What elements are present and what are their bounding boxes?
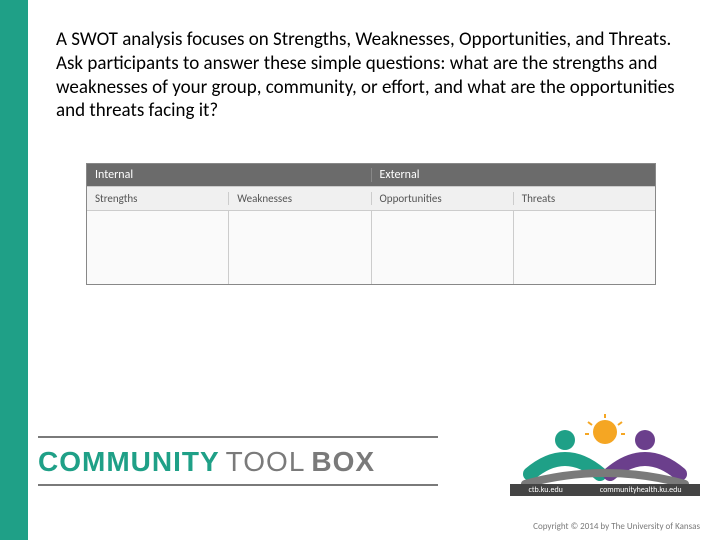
sub-threats: Threats	[514, 192, 655, 205]
swot-table: Internal External Strengths Weaknesses O…	[86, 163, 656, 285]
body-text: A SWOT analysis focuses on Strengths, We…	[56, 28, 676, 123]
main-content: A SWOT analysis focuses on Strengths, We…	[56, 28, 676, 285]
brand-tool: TOOL	[226, 446, 306, 478]
sub-strengths: Strengths	[87, 192, 229, 205]
brand-rule-bot	[38, 484, 438, 486]
sub-weaknesses: Weaknesses	[229, 192, 371, 205]
copyright-text: Copyright © 2014 by The University of Ka…	[533, 521, 700, 532]
body-weaknesses	[229, 210, 371, 284]
brand-community: COMMUNITY	[38, 446, 220, 478]
header-internal: Internal	[87, 168, 372, 182]
url-ctb: ctb.ku.edu	[528, 485, 562, 495]
swot-subheader-row: Strengths Weaknesses Opportunities Threa…	[87, 186, 655, 210]
swot-header-row: Internal External	[87, 164, 655, 186]
brand-wordmark: COMMUNITY TOOL BOX	[38, 446, 375, 478]
people-logo-icon	[510, 412, 700, 492]
body-threats	[514, 210, 655, 284]
sub-opportunities: Opportunities	[372, 192, 514, 205]
paragraph-2: Ask participants to answer these simple …	[56, 52, 675, 123]
swot-body-row	[87, 210, 655, 284]
body-opportunities	[372, 210, 514, 284]
header-external: External	[372, 168, 656, 182]
url-communityhealth: communityhealth.ku.edu	[600, 485, 682, 495]
url-bar: ctb.ku.edu communityhealth.ku.edu	[510, 484, 700, 496]
brand-box: BOX	[311, 446, 375, 478]
body-strengths	[87, 210, 229, 284]
paragraph-1: A SWOT analysis focuses on Strengths, We…	[56, 28, 671, 51]
accent-bar	[0, 0, 28, 540]
